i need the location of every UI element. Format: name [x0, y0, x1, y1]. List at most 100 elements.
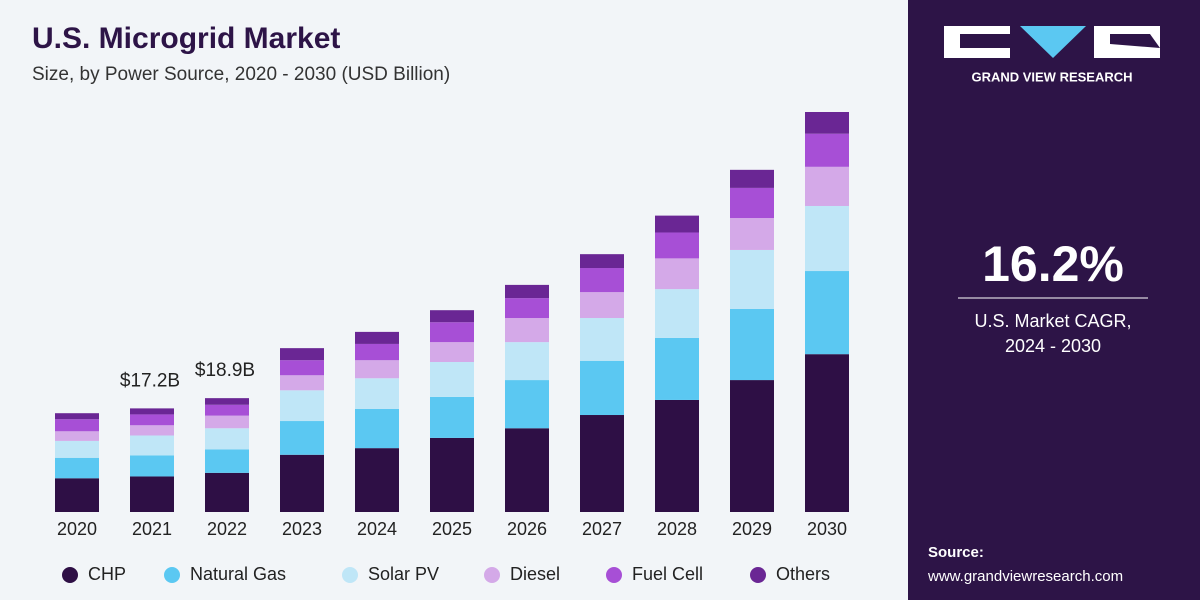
- bar-segment: [205, 398, 249, 405]
- bar-segment: [580, 268, 624, 293]
- cagr-value: 16.2%: [982, 236, 1124, 292]
- logo: GRAND VIEW RESEARCH: [944, 26, 1160, 84]
- bar-segment: [580, 360, 624, 416]
- source-url: www.grandviewresearch.com: [927, 568, 1123, 585]
- bar-segment: [730, 380, 774, 512]
- bar-segment: [655, 215, 699, 233]
- bar-segment: [730, 218, 774, 250]
- legend-label: CHP: [88, 564, 126, 584]
- bar-segment: [730, 308, 774, 381]
- bar-segment: [730, 249, 774, 309]
- x-tick-label: 2021: [132, 519, 172, 539]
- bar-segment: [205, 404, 249, 416]
- bar-segment: [505, 298, 549, 319]
- x-tick-label: 2024: [357, 519, 397, 539]
- bar-segment: [55, 413, 99, 420]
- x-tick-label: 2030: [807, 519, 847, 539]
- x-tick-label: 2020: [57, 519, 97, 539]
- bar-segment: [805, 166, 849, 206]
- bar-segment: [805, 112, 849, 134]
- bar-segment: [205, 428, 249, 450]
- bar-segment: [280, 348, 324, 361]
- bar-segment: [130, 435, 174, 456]
- bar-segment: [730, 187, 774, 219]
- legend-label: Others: [776, 564, 830, 584]
- bar-segment: [355, 378, 399, 409]
- cagr-caption: 2024 - 2030: [1005, 336, 1101, 356]
- legend-label: Solar PV: [368, 564, 439, 584]
- legend-marker: [606, 567, 622, 583]
- bar-segment: [580, 318, 624, 361]
- bar-segment: [505, 380, 549, 429]
- bar-segment: [55, 419, 99, 432]
- legend-marker: [62, 567, 78, 583]
- bar-segment: [355, 448, 399, 512]
- bar-segment: [655, 232, 699, 259]
- total-label: $18.9B: [195, 360, 255, 381]
- x-tick-label: 2028: [657, 519, 697, 539]
- bar-segment: [505, 318, 549, 343]
- bar-segment: [355, 408, 399, 449]
- total-label: $17.2B: [120, 370, 180, 391]
- bar-segment: [505, 428, 549, 512]
- bar-segment: [355, 360, 399, 379]
- bar-segment: [805, 354, 849, 512]
- bar-segment: [280, 421, 324, 455]
- bar-segment: [355, 343, 399, 361]
- bar-segment: [430, 322, 474, 343]
- legend-label: Natural Gas: [190, 564, 286, 584]
- chart-subtitle: Size, by Power Source, 2020 - 2030 (USD …: [32, 64, 450, 85]
- brand-name: GRAND VIEW RESEARCH: [971, 69, 1132, 84]
- logo-cut: [960, 34, 1010, 48]
- bar-segment: [655, 399, 699, 512]
- logo-triangle: [1020, 26, 1086, 58]
- bar-segment: [205, 449, 249, 473]
- x-tick-label: 2022: [207, 519, 247, 539]
- legend-marker: [164, 567, 180, 583]
- bar-segment: [280, 390, 324, 422]
- bar-segment: [205, 415, 249, 429]
- bar-segment: [55, 478, 99, 512]
- bar-segment: [55, 457, 99, 479]
- bar-segment: [130, 408, 174, 415]
- bar-segment: [355, 331, 399, 344]
- bar-segment: [730, 169, 774, 188]
- bar-segment: [430, 362, 474, 397]
- bar-segment: [505, 284, 549, 299]
- bar-segment: [805, 133, 849, 167]
- bar-segment: [580, 415, 624, 512]
- x-tick-label: 2025: [432, 519, 472, 539]
- bar-segment: [430, 310, 474, 323]
- x-tick-label: 2023: [282, 519, 322, 539]
- bar-segment: [655, 258, 699, 290]
- sidebar-background: [908, 0, 1200, 600]
- bar-segment: [280, 375, 324, 391]
- x-tick-label: 2029: [732, 519, 772, 539]
- bar-segment: [55, 440, 99, 458]
- logo-cut: [1110, 34, 1160, 48]
- bar-segment: [430, 342, 474, 362]
- bar-segment: [430, 396, 474, 438]
- bar-segment: [55, 431, 99, 441]
- cagr-caption: U.S. Market CAGR,: [974, 311, 1131, 331]
- bar-segment: [205, 472, 249, 512]
- bar-segment: [655, 337, 699, 400]
- bar-segment: [130, 425, 174, 436]
- bar-segment: [130, 476, 174, 512]
- legend-marker: [484, 567, 500, 583]
- legend-label: Fuel Cell: [632, 564, 703, 584]
- bar-segment: [580, 254, 624, 269]
- bar-segment: [130, 414, 174, 426]
- bar-segment: [805, 205, 849, 272]
- bar-segment: [280, 360, 324, 376]
- x-tick-label: 2027: [582, 519, 622, 539]
- legend-label: Diesel: [510, 564, 560, 584]
- bar-segment: [430, 437, 474, 512]
- source-label: Source:: [928, 544, 984, 561]
- bar-segment: [805, 271, 849, 355]
- chart-title: U.S. Microgrid Market: [32, 22, 340, 55]
- bar-segment: [505, 342, 549, 381]
- x-tick-label: 2026: [507, 519, 547, 539]
- bar-segment: [130, 455, 174, 477]
